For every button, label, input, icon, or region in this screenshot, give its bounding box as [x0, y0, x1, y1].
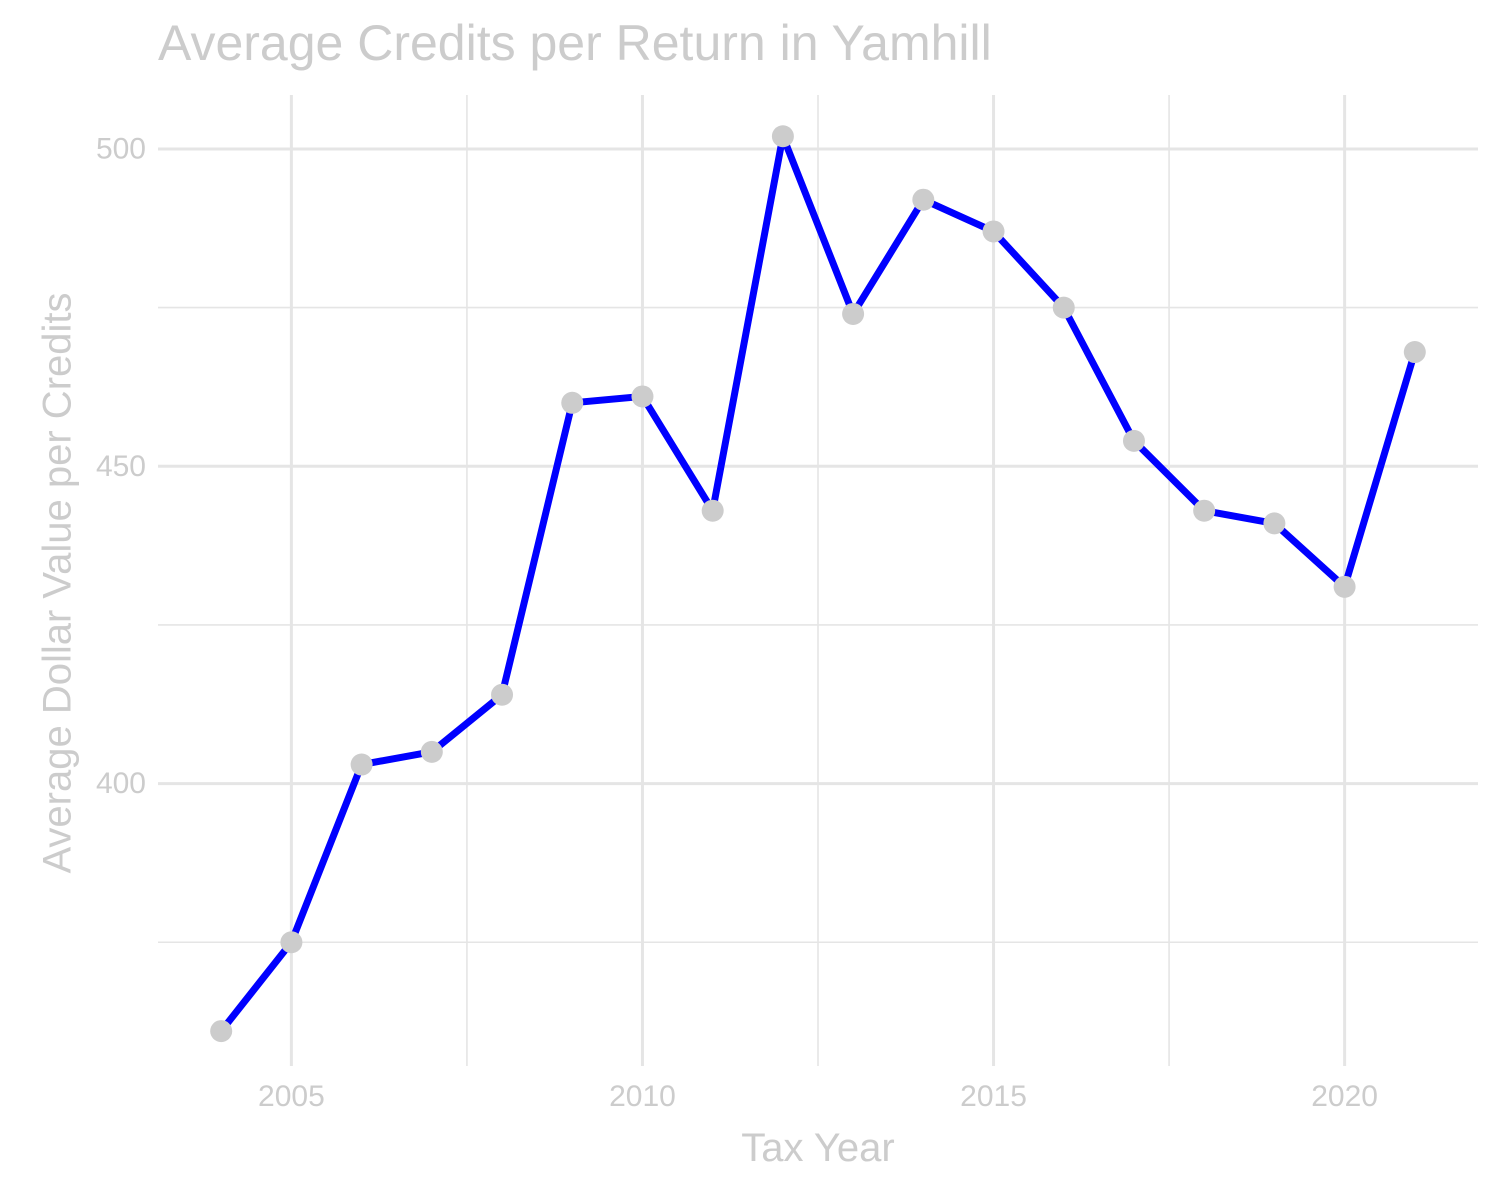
data-point	[1263, 512, 1286, 535]
data-point	[1052, 296, 1075, 319]
grid-lines	[158, 95, 1478, 1066]
data-point	[1122, 429, 1145, 452]
data-point	[1333, 575, 1356, 598]
data-point	[1193, 499, 1216, 522]
tick-labels: 400 450 500 2005 2010 2015 2020	[96, 132, 1378, 1113]
data-point	[771, 125, 794, 148]
series-line	[217, 132, 1419, 1035]
data-point	[350, 753, 373, 776]
x-tick-label: 2010	[609, 1080, 676, 1113]
data-point	[982, 220, 1005, 243]
data-point	[701, 499, 724, 522]
x-tick-label: 2020	[1311, 1080, 1378, 1113]
data-point	[420, 740, 443, 763]
data-point	[842, 302, 865, 325]
y-axis-title: Average Dollar Value per Credits	[35, 292, 80, 874]
data-point	[912, 188, 935, 211]
data-point	[280, 931, 303, 954]
data-point	[561, 391, 584, 414]
data-point	[1403, 341, 1426, 364]
data-point	[491, 683, 514, 706]
y-tick-label: 450	[96, 450, 146, 483]
data-point	[631, 385, 654, 408]
data-series	[210, 125, 1426, 1043]
data-point	[210, 1020, 233, 1043]
chart-title: Average Credits per Return in Yamhill	[158, 15, 992, 71]
y-tick-label: 400	[96, 767, 146, 800]
x-tick-label: 2015	[960, 1080, 1027, 1113]
x-tick-label: 2005	[258, 1080, 325, 1113]
y-tick-label: 500	[96, 132, 146, 165]
x-axis-title: Tax Year	[741, 1126, 895, 1170]
